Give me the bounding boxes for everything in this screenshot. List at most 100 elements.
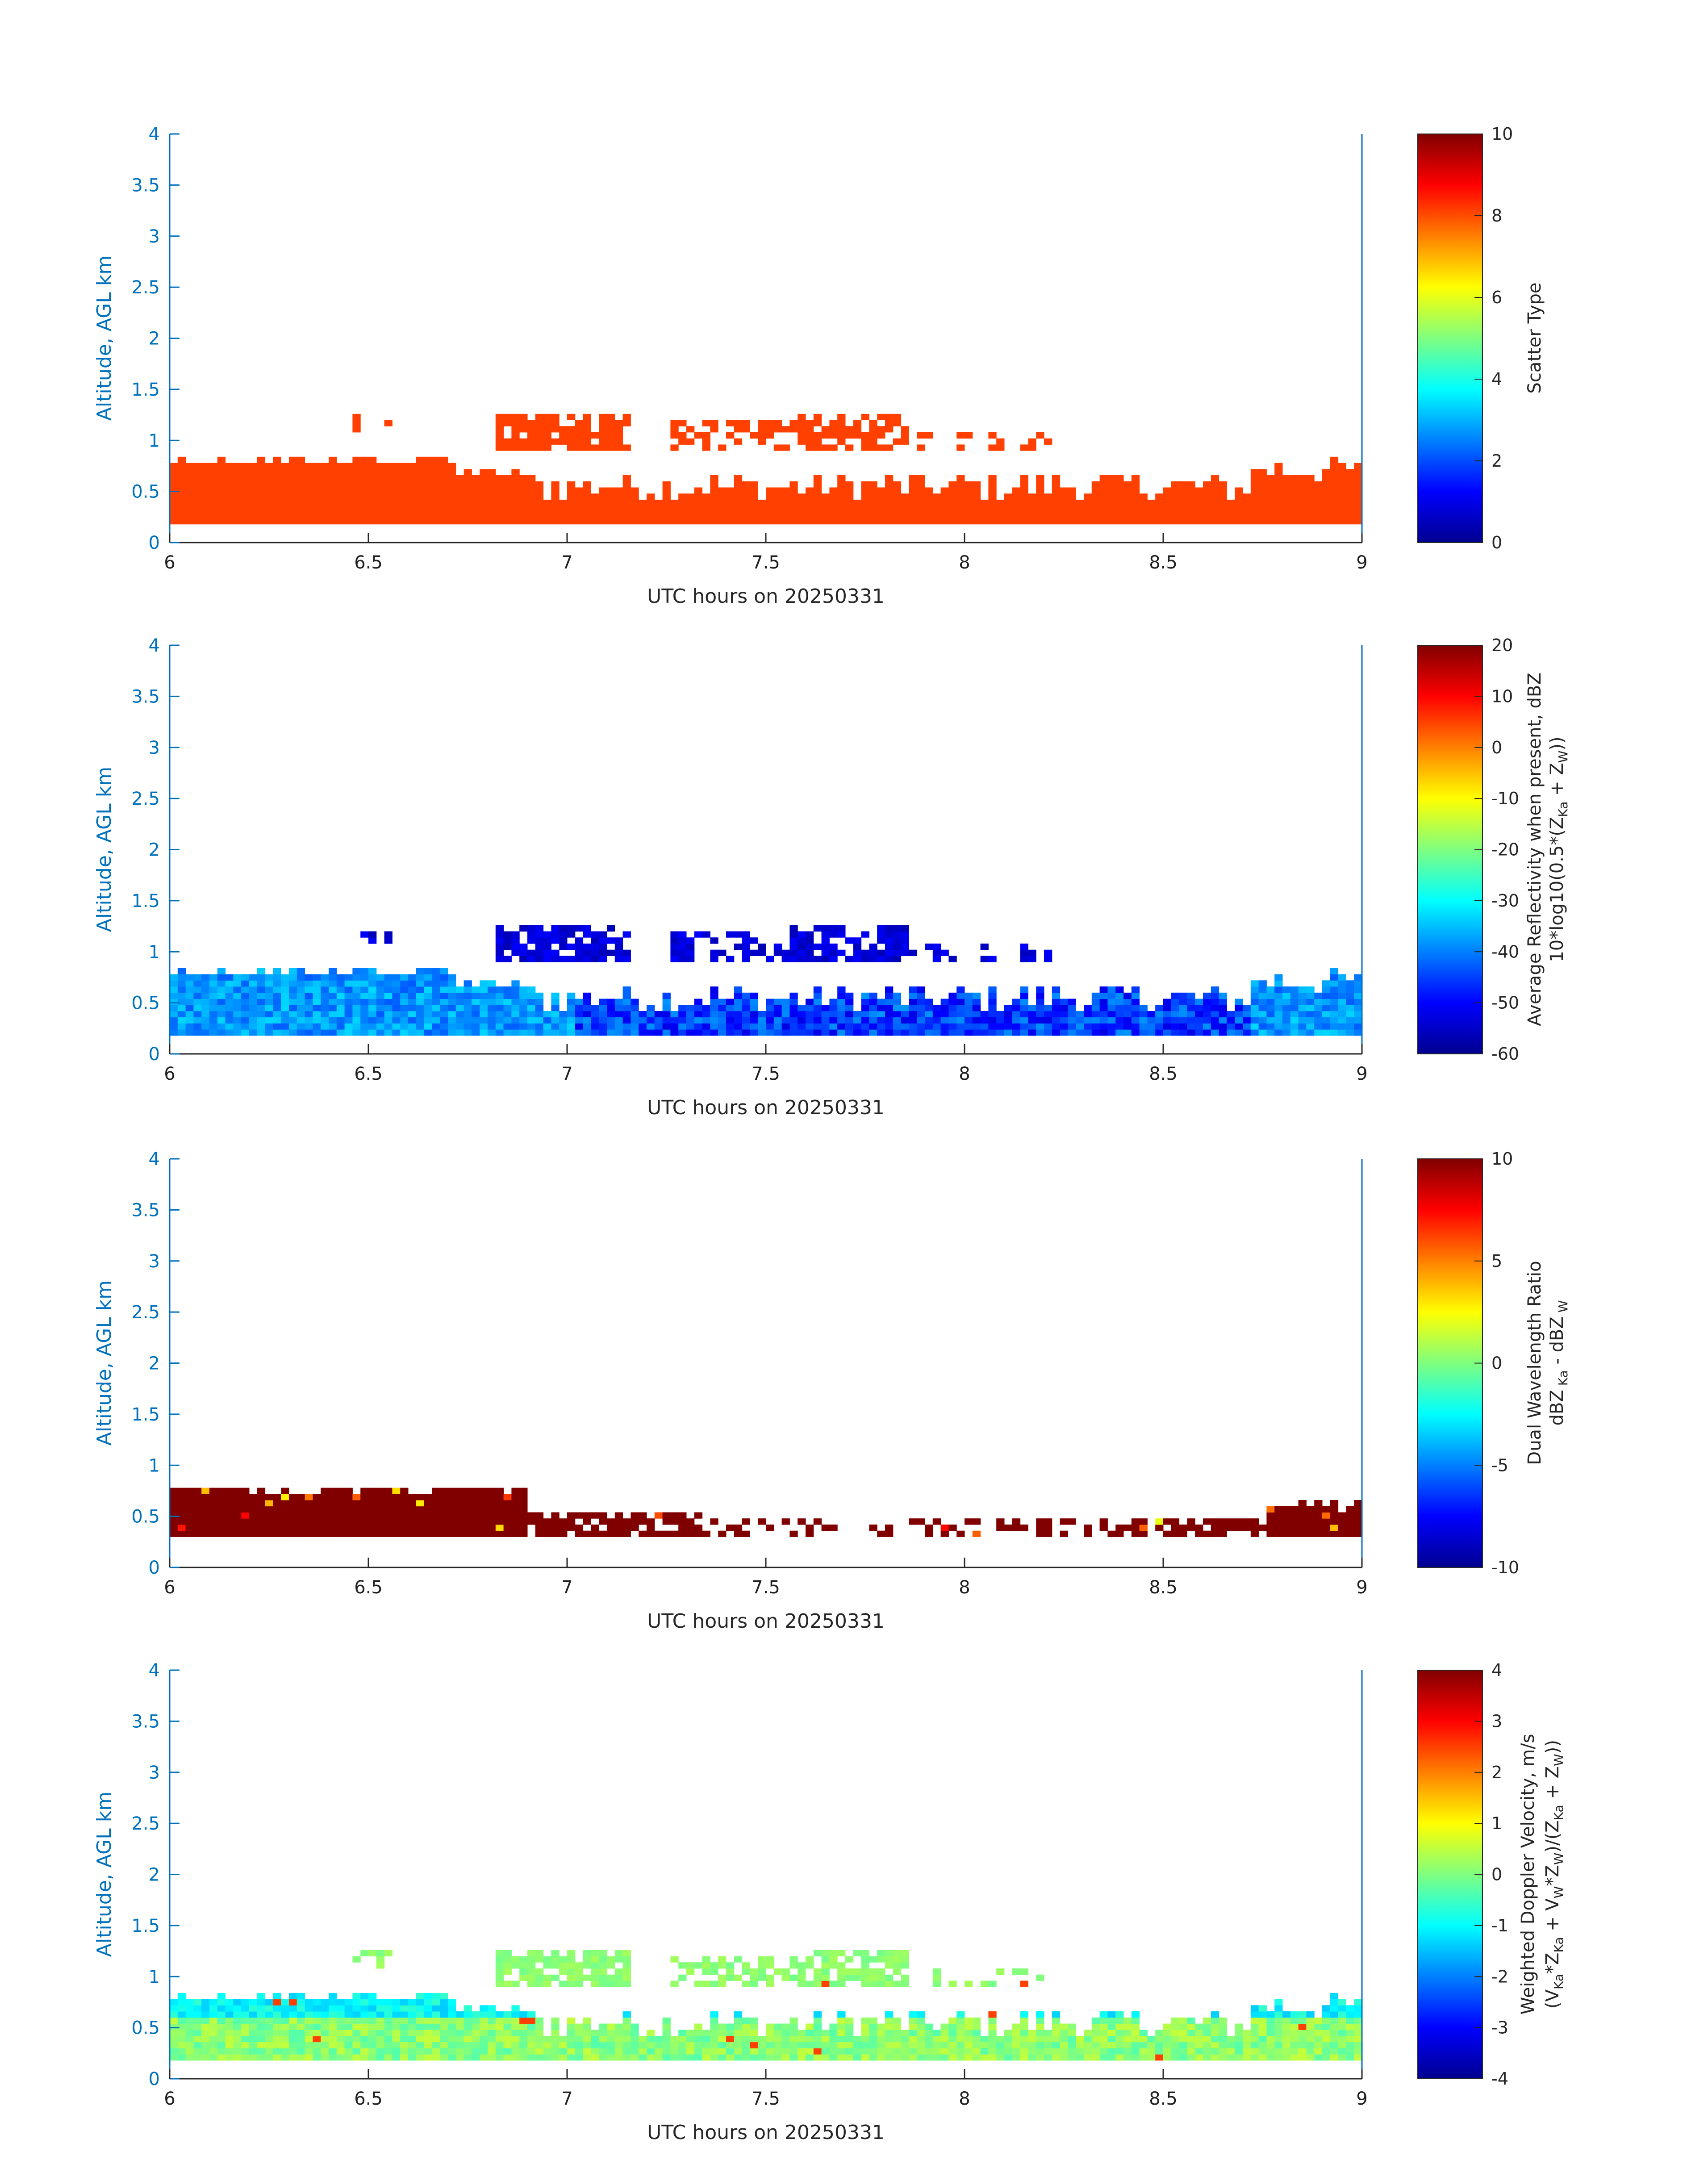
- heatmap-cell: [567, 992, 576, 999]
- heatmap-cell: [726, 506, 735, 512]
- heatmap-cell: [495, 1962, 504, 1969]
- heatmap-cell: [1314, 1524, 1323, 1531]
- heatmap-cell: [305, 1500, 313, 1507]
- colorbar-label-4a: Weighted Doppler Velocity, m/s: [1518, 1734, 1538, 2015]
- heatmap-cell: [861, 1981, 869, 1987]
- heatmap-cell: [893, 999, 902, 1005]
- heatmap-cell: [352, 456, 361, 463]
- heatmap-cell: [1099, 1029, 1108, 1036]
- heatmap-cell: [622, 2042, 631, 2048]
- heatmap-cell: [932, 943, 941, 950]
- heatmap-cell: [1354, 2017, 1362, 2024]
- heatmap-cell: [543, 1981, 551, 1987]
- heatmap-cell: [829, 506, 838, 512]
- heatmap-cell: [956, 2023, 965, 2030]
- heatmap-cell: [392, 2035, 401, 2043]
- heatmap-cell: [440, 2005, 448, 2012]
- heatmap-cell: [1004, 518, 1013, 525]
- heatmap-cell: [1171, 2054, 1180, 2061]
- heatmap-cell: [965, 481, 973, 488]
- heatmap-cell: [1020, 512, 1028, 518]
- heatmap-cell: [289, 986, 297, 993]
- heatmap-cell: [336, 2042, 345, 2048]
- heatmap-cell: [313, 463, 321, 469]
- heatmap-cell: [249, 2035, 258, 2043]
- heatmap-cell: [773, 1011, 782, 1018]
- heatmap-cell: [281, 487, 289, 494]
- heatmap-cell: [209, 1500, 218, 1507]
- heatmap-cell: [1091, 1005, 1100, 1011]
- heatmap-cell: [488, 1500, 496, 1507]
- heatmap-cell: [416, 2017, 425, 2024]
- y-tick-label: 4: [149, 635, 160, 656]
- heatmap-cell: [511, 2030, 520, 2036]
- heatmap-cell: [1179, 481, 1187, 488]
- heatmap-cell: [583, 438, 591, 445]
- heatmap-cell: [503, 943, 512, 950]
- heatmap-cell: [1211, 1011, 1219, 1018]
- heatmap-cell: [956, 1017, 965, 1024]
- heatmap-cell: [313, 1512, 321, 1519]
- heatmap-cell: [567, 1029, 576, 1036]
- heatmap-cell: [1243, 1029, 1251, 1036]
- y-ticks-2: 00.511.522.533.54: [131, 635, 180, 1065]
- heatmap-cell: [869, 493, 877, 500]
- heatmap-cell: [1187, 1011, 1195, 1018]
- heatmap-cell: [511, 949, 520, 956]
- heatmap-cell: [1243, 1023, 1251, 1030]
- heatmap-cell: [1012, 1023, 1021, 1030]
- heatmap-cell: [583, 1005, 591, 1011]
- heatmap-cell: [742, 2023, 750, 2030]
- heatmap-cell: [845, 2048, 854, 2055]
- heatmap-cell: [352, 2042, 361, 2048]
- heatmap-cell: [296, 1005, 305, 1011]
- heatmap-cell: [201, 986, 210, 993]
- heatmap-cell: [837, 1029, 846, 1036]
- heatmap-cell: [622, 986, 631, 993]
- heatmap-cell: [980, 506, 989, 512]
- heatmap-cell: [726, 999, 735, 1005]
- heatmap-cell: [440, 1512, 448, 1519]
- heatmap-cell: [614, 1011, 623, 1018]
- heatmap-cell: [758, 499, 766, 506]
- heatmap-cell: [1354, 974, 1362, 981]
- heatmap-cell: [519, 1518, 528, 1525]
- heatmap-cell: [662, 1029, 671, 1036]
- heatmap-cell: [416, 1506, 425, 1513]
- heatmap-cell: [925, 1029, 933, 1036]
- heatmap-cell: [495, 481, 504, 488]
- heatmap-cell: [464, 2011, 472, 2018]
- heatmap-cell: [853, 518, 862, 525]
- heatmap-cell: [948, 481, 957, 488]
- heatmap-cell: [1227, 2042, 1235, 2048]
- heatmap-cell: [170, 999, 178, 1005]
- heatmap-cell: [956, 986, 965, 993]
- heatmap-cell: [352, 1518, 361, 1525]
- heatmap-cell: [495, 444, 504, 451]
- heatmap-cell: [217, 1993, 226, 2000]
- heatmap-cell: [503, 992, 512, 999]
- heatmap-cell: [948, 1524, 957, 1531]
- heatmap-cell: [885, 506, 894, 512]
- heatmap-cell: [885, 2035, 894, 2043]
- heatmap-cell: [1314, 1005, 1323, 1011]
- heatmap-cell: [1171, 481, 1180, 488]
- heatmap-cell: [376, 512, 385, 518]
- heatmap-cell: [360, 469, 369, 476]
- heatmap-cell: [559, 943, 568, 950]
- heatmap-cell: [1060, 1530, 1068, 1537]
- heatmap-cell: [455, 1518, 464, 1525]
- heatmap-cell: [177, 974, 186, 981]
- heatmap-cell: [408, 2035, 417, 2043]
- heatmap-cell: [1274, 487, 1283, 494]
- heatmap-cell: [296, 2030, 305, 2036]
- heatmap-cell: [1099, 992, 1108, 999]
- heatmap-cell: [289, 974, 297, 981]
- heatmap-cell: [503, 1518, 512, 1525]
- heatmap-cell: [599, 1974, 607, 1981]
- heatmap-cell: [249, 2011, 258, 2018]
- heatmap-cell: [170, 1494, 178, 1500]
- heatmap-cell: [758, 1518, 766, 1525]
- heatmap-cell: [440, 518, 448, 525]
